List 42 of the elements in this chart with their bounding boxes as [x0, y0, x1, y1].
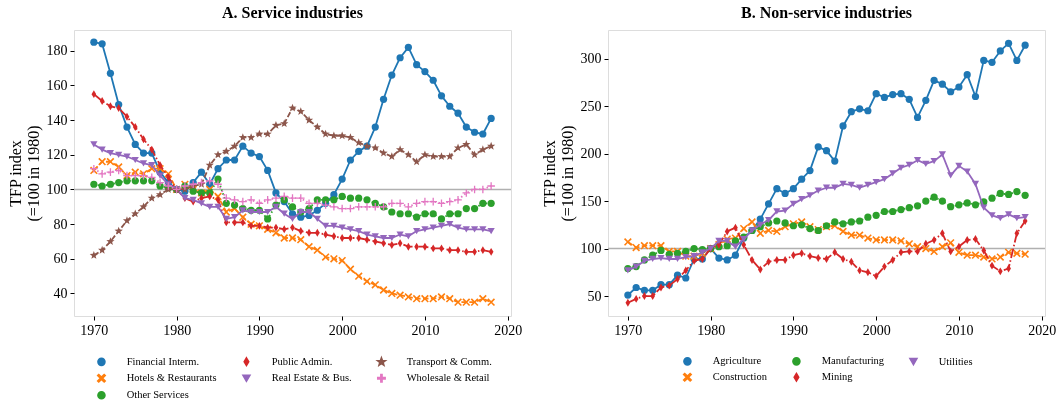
y-tick-label: 100 [580, 241, 602, 257]
y-tick-label: 250 [580, 98, 602, 114]
legend-label: Mining [821, 371, 854, 383]
x-tick-label: 2020 [494, 322, 523, 338]
legend-label: Real Estate & Bus. [271, 372, 352, 384]
x-tick-label: 1970 [614, 322, 643, 338]
y-tick-label: 300 [580, 51, 602, 66]
y-tick-label: 120 [46, 147, 68, 163]
x-tick-label: 2020 [1028, 322, 1057, 338]
y-tick-label: 180 [46, 43, 68, 59]
x-tick-label: 2000 [328, 322, 357, 338]
x-tick-label: 1970 [80, 322, 109, 338]
y-tick-label: 150 [580, 193, 602, 209]
legend-label: Transport & Comm. [406, 355, 492, 367]
y-tick-label: 80 [53, 216, 68, 232]
y-axis-title: TFP index (=100 in 1980) [6, 125, 43, 222]
legend-label: Utilities [938, 355, 973, 367]
x-tick-label: 1980 [697, 322, 726, 338]
y-tick-label: 200 [580, 146, 602, 162]
x-tick-label: 2010 [411, 322, 440, 338]
legend-label: Other Services [126, 389, 189, 401]
y-tick-label: 140 [46, 112, 68, 128]
legend-label: Public Admin. [271, 355, 333, 367]
legend-label: Wholesale & Retail [406, 372, 490, 384]
legend-label: Financial Interm. [126, 355, 200, 367]
x-tick-label: 1990 [779, 322, 808, 338]
y-axis-title: TFP index (=100 in 1980) [540, 125, 577, 222]
y-tick-label: 100 [46, 181, 68, 197]
y-tick-label: 50 [587, 288, 602, 304]
x-tick-label: 1990 [245, 322, 274, 338]
legend-label: Agriculture [712, 355, 762, 367]
x-tick-label: 2000 [862, 322, 891, 338]
x-tick-label: 1980 [163, 322, 192, 338]
chart-title: B. Non-service industries [740, 4, 913, 21]
y-tick-label: 160 [46, 77, 68, 93]
legend-label: Hotels & Restaurants [126, 372, 217, 384]
legend-label: Manufacturing [821, 355, 885, 367]
legend-label: Construction [712, 371, 768, 383]
y-tick-label: 60 [53, 251, 68, 267]
x-tick-label: 2010 [945, 322, 974, 338]
chart-title: A. Service industries [222, 4, 363, 21]
y-tick-label: 40 [53, 285, 68, 301]
